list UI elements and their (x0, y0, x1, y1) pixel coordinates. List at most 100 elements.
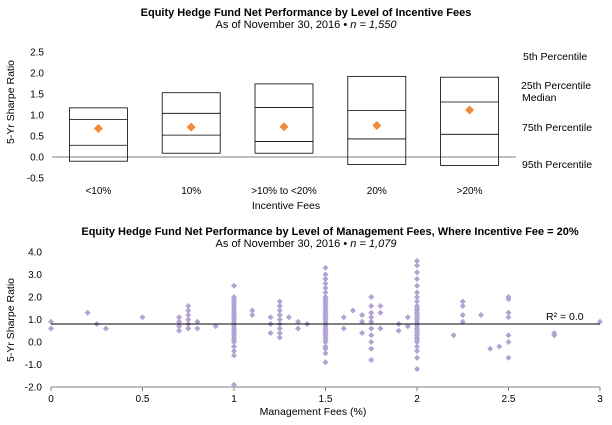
scatter-point (322, 289, 329, 296)
scatter-point (84, 309, 91, 316)
scatter-point (102, 325, 109, 332)
scatter-point (359, 318, 366, 325)
scatter-point (185, 325, 192, 332)
chart2-ytick-label: -1.0 (25, 360, 43, 371)
scatter-point (414, 366, 420, 372)
scatter-point (276, 312, 283, 318)
scatter-point (505, 354, 512, 361)
r-squared-label: R² = 0.0 (546, 311, 584, 323)
scatter-point (285, 314, 292, 321)
scatter-point (322, 343, 329, 350)
chart1-title: Equity Hedge Fund Net Performance by Lev… (141, 7, 472, 19)
scatter-point (48, 318, 54, 325)
scatter-point (322, 264, 329, 271)
scatter-point (276, 325, 283, 332)
median-marker (279, 122, 289, 132)
scatter-point (185, 303, 192, 309)
scatter-point (295, 325, 302, 332)
chart2-ytick-label: 1.0 (28, 315, 42, 326)
chart2-ytick-label: 2.0 (28, 293, 42, 304)
percentile-box (69, 107, 128, 162)
scatter-point (414, 303, 420, 309)
scatter-point (322, 276, 329, 282)
scatter-point (414, 298, 420, 305)
scatter-point (377, 309, 384, 316)
scatter-point (267, 330, 274, 336)
chart1-ytick-label: 2.0 (30, 69, 44, 80)
scatter-point (212, 323, 219, 330)
scatter-point (368, 318, 375, 325)
scatter-point (404, 314, 411, 321)
scatter-point (368, 303, 375, 309)
chart2-xlabel: Management Fees (%) (260, 406, 367, 418)
scatter-point (414, 343, 420, 350)
scatter-point (267, 314, 274, 321)
scatter-point (249, 312, 256, 318)
scatter-point (231, 282, 237, 289)
scatter-point (414, 348, 420, 354)
scatter-point (359, 312, 366, 318)
percentile-box (254, 83, 314, 154)
scatter-point (48, 325, 54, 332)
scatter-point (322, 271, 329, 278)
scatter-point (276, 330, 283, 336)
scatter-point (496, 343, 503, 350)
chart1-plot: -0.5 0.0 0.5 1.0 1.5 2.0 2.5 <10% 10% >10% to <20… (27, 48, 516, 197)
scatter-point (185, 316, 192, 323)
chart2-title: Equity Hedge Fund Net Performance by Lev… (81, 226, 578, 238)
chart2-ytick-label: 0.0 (28, 338, 42, 349)
scatter-point (368, 339, 375, 345)
scatter-point (276, 316, 283, 323)
scatter-point (597, 318, 603, 325)
chart1-ytick-label: 1.5 (30, 90, 44, 101)
scatter-point (368, 332, 375, 339)
median-marker (93, 123, 103, 133)
scatter-point (395, 327, 402, 334)
scatter-point (368, 294, 375, 300)
chart1-ytick-label: -0.5 (27, 174, 45, 185)
scatter-point (459, 298, 466, 305)
scatter-point (368, 325, 375, 332)
scatter-point (231, 352, 237, 359)
scatter-point (322, 280, 329, 287)
scatter-point (368, 314, 375, 321)
scatter-point (185, 307, 192, 314)
chart1-ytick-label: 1.0 (30, 111, 44, 122)
scatter-point (505, 339, 512, 345)
scatter-point (414, 354, 420, 361)
chart1-xlabel: Incentive Fees (252, 200, 320, 212)
scatter-point (414, 282, 420, 289)
scatter-point (414, 262, 420, 269)
scatter-point (322, 350, 329, 357)
scatter-point (322, 294, 329, 300)
chart2-ytick-label: -2.0 (25, 383, 43, 394)
chart2-xtick-label: 1 (231, 394, 237, 405)
scatter-point (368, 309, 375, 316)
legend-5th-percentile: 5th Percentile (523, 51, 587, 63)
scatter-point (231, 343, 237, 350)
chart1-ytick-label: 0.0 (30, 153, 44, 164)
percentile-box (440, 76, 500, 166)
scatter-point (176, 318, 183, 325)
scatter-point (349, 307, 356, 314)
chart2-xtick-label: 0 (48, 394, 54, 405)
scatter-point (377, 325, 384, 332)
scatter-point (176, 314, 183, 321)
chart1-category-label: 20% (367, 186, 387, 197)
scatter-point (176, 327, 183, 334)
scatter-point (231, 294, 237, 300)
scatter-point (194, 325, 201, 332)
scatter-point (359, 330, 366, 336)
scatter-point (276, 298, 283, 305)
legend-95th-percentile: 95th Percentile (522, 159, 592, 171)
scatter-point (185, 312, 192, 318)
scatter-point (478, 312, 485, 318)
scatter-point (322, 285, 329, 291)
scatter-point (505, 332, 512, 339)
chart2-xtick-label: 1.5 (319, 394, 333, 405)
chart1-category-label: <10% (85, 186, 111, 197)
legend-median: Median (522, 92, 557, 104)
median-marker (465, 105, 475, 115)
scatter-point (414, 294, 420, 300)
chart2-subtitle: As of November 30, 2016 • n = 1,079 (216, 238, 397, 250)
